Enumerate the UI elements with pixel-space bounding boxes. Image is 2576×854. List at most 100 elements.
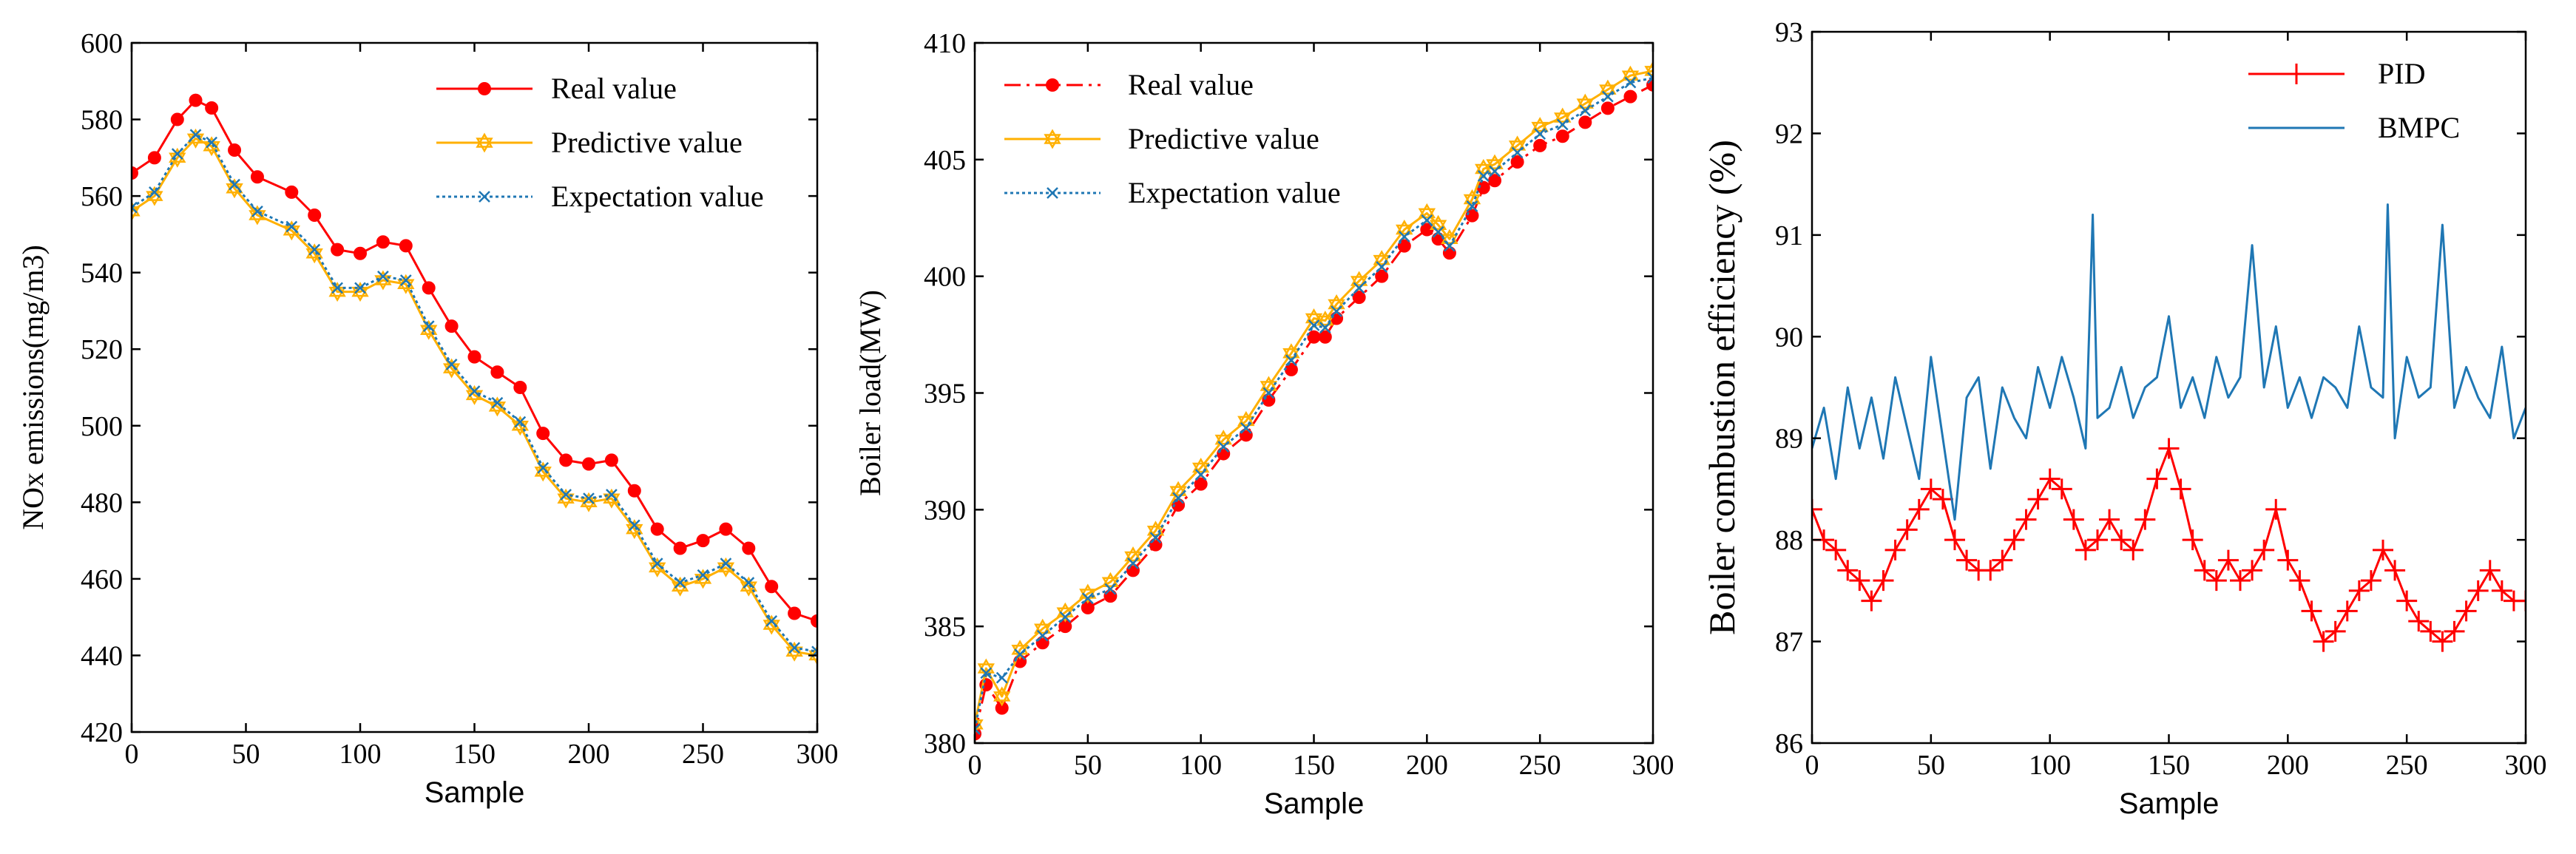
data-point (2348, 580, 2370, 601)
data-point (560, 489, 572, 501)
data-point (1508, 135, 1527, 156)
x-axis-title: Sample (1264, 787, 1365, 820)
data-point (975, 723, 981, 735)
data-point (1318, 330, 1332, 344)
data-point (376, 235, 390, 249)
data-point (1429, 214, 1447, 235)
legend-item: Predictive value (1004, 122, 1319, 155)
data-point (2444, 620, 2465, 642)
data-point (765, 614, 778, 627)
y-tick-label: 91 (1775, 220, 1803, 251)
data-point (205, 101, 219, 115)
data-point (285, 220, 298, 233)
data-point (673, 541, 687, 555)
data-point (132, 201, 141, 222)
data-point (1920, 478, 1941, 500)
data-point (1956, 549, 1978, 571)
y-tick-label: 560 (81, 181, 123, 212)
y-tick-label: 580 (81, 105, 123, 136)
data-point (1034, 618, 1052, 639)
data-point (628, 519, 640, 532)
x-tick-label: 300 (2505, 750, 2547, 781)
data-point (1861, 590, 1882, 611)
data-point (2277, 549, 2299, 571)
data-point (2123, 539, 2144, 560)
data-point (2301, 600, 2322, 622)
data-point (1812, 498, 1822, 520)
data-point (1475, 159, 1492, 179)
data-point (2455, 600, 2477, 622)
data-point (1375, 269, 1389, 283)
data-point (1510, 155, 1524, 169)
data-point (132, 201, 138, 214)
data-point (2170, 478, 2191, 500)
data-point (1554, 107, 1572, 128)
data-point (697, 569, 709, 581)
data-point (2205, 570, 2227, 592)
legend-marker (476, 132, 493, 153)
data-point (229, 178, 240, 191)
data-point (2325, 620, 2346, 642)
data-point (2051, 478, 2072, 500)
series-expectation-value (132, 129, 817, 658)
data-point (445, 359, 458, 370)
data-point (1578, 115, 1592, 129)
data-point (1992, 549, 2013, 571)
data-point (149, 186, 160, 198)
x-tick-label: 250 (1519, 750, 1561, 781)
data-point (995, 701, 1009, 715)
y-tick-label: 460 (81, 564, 123, 595)
data-point (1466, 200, 1478, 212)
data-point (1285, 354, 1297, 367)
data-point (1194, 477, 1208, 491)
legend: PID BMPC (2248, 57, 2460, 144)
data-point (650, 522, 664, 536)
data-point (1884, 539, 1906, 560)
data-point (2075, 539, 2096, 560)
data-point (1308, 319, 1320, 331)
data-point (1980, 560, 2001, 581)
y-tick-label: 92 (1775, 118, 1803, 149)
legend: Real value Predictive value Expectation va… (436, 72, 764, 213)
chart-2: 0 50 100 150 200 250 300 380 385 390 395 400 405 410 S… (853, 28, 1674, 820)
x-tick-label: 150 (453, 739, 496, 770)
y-tick-label: 540 (81, 258, 123, 289)
y-tick-label: 440 (81, 640, 123, 671)
data-point (1621, 65, 1640, 86)
data-point (468, 385, 481, 398)
series-bmpc (1812, 203, 2526, 521)
data-point (604, 453, 618, 467)
y-tick-label: 395 (924, 379, 966, 410)
x-tick-label: 100 (1180, 750, 1222, 781)
data-point (583, 492, 595, 505)
data-point (132, 166, 138, 180)
data-point (1194, 469, 1207, 481)
data-point (674, 577, 686, 589)
data-point (2217, 549, 2239, 571)
data-point (1396, 220, 1413, 240)
data-point (491, 396, 504, 409)
data-point (1217, 441, 1230, 453)
data-point (147, 151, 161, 165)
data-point (308, 209, 322, 222)
data-point (354, 282, 366, 294)
y-tick-label: 600 (81, 28, 123, 59)
data-point (1908, 498, 1930, 520)
legend-marker (1044, 129, 1061, 149)
legend-item: BMPC (2248, 111, 2460, 144)
data-point (490, 365, 504, 379)
legend-label: Expectation value (1128, 176, 1341, 209)
data-point (1486, 154, 1504, 174)
data-point (1623, 89, 1637, 104)
data-point (1376, 261, 1388, 273)
data-point (606, 489, 618, 501)
legend-label: Real value (1128, 68, 1254, 101)
data-point (1353, 282, 1365, 294)
data-point (742, 541, 756, 555)
series-real-value (975, 78, 1653, 741)
y-tick-label: 390 (924, 495, 966, 526)
series-expectation-value (975, 72, 1653, 735)
chart-1: 0 50 100 150 200 250 300 420 440 460 480 500 520 540 5… (16, 28, 839, 809)
data-point (1849, 570, 1870, 592)
